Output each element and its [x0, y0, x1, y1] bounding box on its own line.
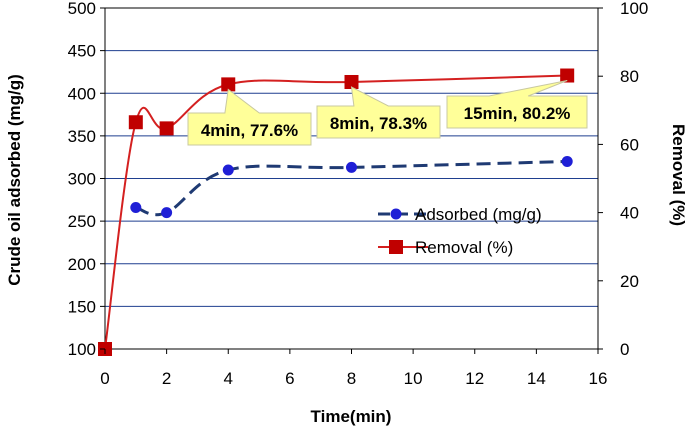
callout-box — [187, 88, 312, 146]
y-left-axis-title: Crude oil adsorbed (mg/g) — [5, 74, 24, 286]
y-left-tick-label: 300 — [68, 170, 96, 189]
y-right-tick-label: 80 — [620, 67, 639, 86]
x-axis-ticks: 0 2 4 6 8 10 12 14 16 — [100, 349, 607, 388]
series-line-1 — [104, 74, 568, 350]
y-right-tick-label: 0 — [620, 340, 629, 359]
data-point-removal — [344, 74, 359, 89]
callout-box — [446, 80, 588, 129]
x-tick-label: 0 — [100, 369, 109, 388]
legend-label-1: Removal (%) — [415, 238, 513, 257]
series-markers — [98, 68, 575, 356]
y-left-tick-label: 250 — [68, 212, 96, 231]
y-right-tick-label: 40 — [620, 204, 639, 223]
data-point-adsorbed — [161, 207, 173, 219]
data-point-adsorbed — [346, 161, 357, 173]
y-left-tick-label: 350 — [68, 127, 96, 146]
data-point-adsorbed — [222, 164, 234, 176]
legend-marker-1 — [389, 240, 403, 254]
x-tick-label: 12 — [465, 369, 484, 388]
x-tick-label: 6 — [285, 369, 294, 388]
legend: Adsorbed (mg/g) Removal (%) — [378, 205, 542, 257]
y-left-axis-ticks: 100 150 200 250 300 350 400 450 500 — [68, 0, 105, 359]
data-point-removal — [560, 68, 575, 83]
data-point-removal — [221, 77, 236, 92]
y-right-tick-label: 100 — [620, 0, 648, 18]
y-left-tick-label: 400 — [68, 84, 96, 103]
y-left-tick-label: 100 — [68, 340, 96, 359]
x-axis-title: Time(min) — [311, 407, 392, 426]
callout-label: 4min, 77.6% — [201, 121, 298, 140]
y-left-tick-label: 450 — [68, 42, 96, 61]
callouts: 4min, 77.6% 8min, 78.3% 15min, 80.2% — [187, 80, 588, 146]
data-point-adsorbed — [130, 201, 142, 213]
y-left-tick-label: 150 — [68, 297, 96, 316]
y-right-axis-ticks: 0 20 40 60 80 100 — [598, 0, 648, 359]
y-left-tick-label: 200 — [68, 255, 96, 274]
x-tick-label: 10 — [404, 369, 423, 388]
x-tick-label: 16 — [589, 369, 608, 388]
y-left-tick-label: 500 — [68, 0, 96, 18]
y-right-tick-label: 20 — [620, 272, 639, 291]
y-right-axis-title: Removal (%) — [669, 124, 685, 226]
x-tick-label: 8 — [347, 369, 356, 388]
x-tick-label: 2 — [162, 369, 171, 388]
callout-label: 15min, 80.2% — [464, 104, 571, 123]
x-tick-label: 14 — [527, 369, 546, 388]
callout-label: 8min, 78.3% — [330, 114, 427, 133]
data-point-adsorbed — [561, 155, 573, 167]
legend-label-0: Adsorbed (mg/g) — [415, 205, 542, 224]
data-point-removal — [128, 115, 143, 130]
legend-marker-0 — [390, 208, 402, 220]
callout-box — [316, 86, 441, 139]
x-tick-label: 4 — [224, 369, 233, 388]
data-point-removal — [159, 121, 174, 136]
y-right-tick-label: 60 — [620, 135, 639, 154]
